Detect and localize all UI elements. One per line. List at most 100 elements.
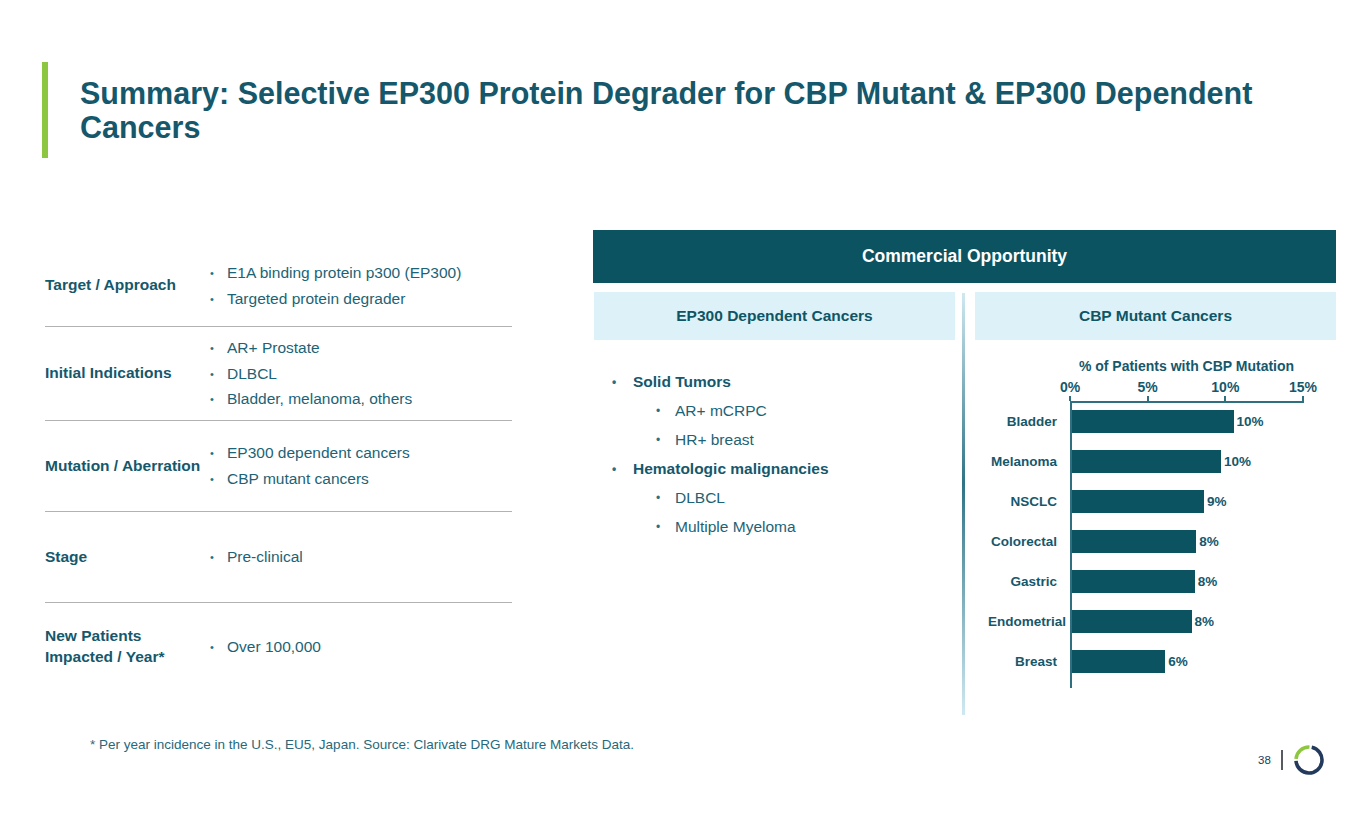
chart-bar — [1072, 410, 1234, 433]
x-tick-mark — [1147, 396, 1149, 401]
chart-bar-row: Endometrial 8% — [988, 601, 1333, 641]
chart-bar-wrap: 10% — [1072, 450, 1251, 473]
x-axis-line — [1070, 401, 1304, 403]
bullet-icon: • — [210, 468, 227, 490]
cbp-mutant-cancers-header: CBP Mutant Cancers — [975, 292, 1336, 340]
chart-value-label: 8% — [1195, 614, 1215, 629]
cbp-mutation-chart: % of Patients with CBP Mutation 0%5%10%1… — [988, 358, 1333, 681]
list-sub-item: •Multiple Myeloma — [656, 517, 957, 538]
chart-category-label: Endometrial — [988, 614, 1064, 629]
fact-row-label: Mutation / Aberration — [45, 421, 210, 511]
page-footer: 38 — [1258, 744, 1325, 776]
bullet-text: E1A binding protein p300 (EP300) — [227, 262, 461, 284]
list-group-text: Solid Tumors — [633, 372, 731, 393]
x-tick-label: 0% — [1060, 379, 1080, 395]
bullet-icon: • — [210, 262, 227, 284]
fact-row-label: Stage — [45, 512, 210, 602]
chart-bar — [1072, 650, 1165, 673]
commercial-opportunity-header: Commercial Opportunity — [593, 230, 1336, 283]
chart-value-label: 8% — [1199, 534, 1219, 549]
chart-category-label: Colorectal — [988, 534, 1064, 549]
chart-category-label: Bladder — [988, 414, 1064, 429]
chart-bar — [1072, 530, 1196, 553]
bullet-icon: • — [210, 442, 227, 464]
bullet-item: •DLBCL — [210, 363, 512, 385]
fact-row: Stage•Pre-clinical — [45, 511, 512, 602]
bullet-item: •Pre-clinical — [210, 546, 512, 568]
list-sub-text: Multiple Myeloma — [675, 517, 796, 538]
bullet-item: •Over 100,000 — [210, 636, 512, 658]
footnote: * Per year incidence in the U.S., EU5, J… — [90, 737, 634, 752]
fact-row: Mutation / Aberration•EP300 dependent ca… — [45, 420, 512, 511]
company-logo-icon — [1293, 744, 1325, 776]
x-tick-mark — [1302, 396, 1304, 401]
page-number: 38 — [1258, 754, 1271, 766]
bullet-text: Over 100,000 — [227, 636, 321, 658]
bullet-icon: • — [210, 363, 227, 385]
chart-bar-row: Bladder 10% — [988, 401, 1333, 441]
bullet-icon: • — [210, 337, 227, 359]
chart-category-label: Gastric — [988, 574, 1064, 589]
bullet-text: EP300 dependent cancers — [227, 442, 410, 464]
fact-row: Target / Approach•E1A binding protein p3… — [45, 245, 512, 326]
chart-bar-wrap: 10% — [1072, 410, 1264, 433]
chart-value-label: 10% — [1224, 454, 1251, 469]
bullet-item: •Targeted protein degrader — [210, 288, 512, 310]
bullet-text: AR+ Prostate — [227, 337, 320, 359]
chart-bar-row: Gastric 8% — [988, 561, 1333, 601]
chart-bar — [1072, 610, 1192, 633]
chart-bar-row: NSCLC9% — [988, 481, 1333, 521]
fact-row-bullets: •Over 100,000 — [210, 603, 512, 690]
x-tick-mark — [1224, 396, 1226, 401]
x-tick-mark — [1069, 396, 1071, 401]
list-sub-text: HR+ breast — [675, 430, 754, 451]
fact-row: New Patients Impacted / Year*•Over 100,0… — [45, 602, 512, 690]
chart-bar — [1072, 570, 1195, 593]
fact-row-bullets: •AR+ Prostate•DLBCL•Bladder, melanoma, o… — [210, 327, 512, 420]
x-tick-label: 10% — [1211, 379, 1239, 395]
bullet-icon: • — [210, 288, 227, 310]
fact-row-bullets: •EP300 dependent cancers •CBP mutant canc… — [210, 421, 512, 511]
bullet-icon: • — [656, 517, 675, 538]
fact-row-label: Target / Approach — [45, 245, 210, 326]
bullet-item: •CBP mutant cancers — [210, 468, 512, 490]
bullet-icon: • — [656, 401, 675, 422]
chart-bar-wrap: 6% — [1072, 650, 1188, 673]
fact-row-label: New Patients Impacted / Year* — [45, 603, 210, 690]
fact-table: Target / Approach•E1A binding protein p3… — [45, 245, 512, 690]
column-divider — [962, 293, 965, 715]
slide: Summary: Selective EP300 Protein Degrade… — [0, 0, 1365, 829]
list-group-text: Hematologic malignancies — [633, 459, 829, 480]
chart-value-label: 10% — [1237, 414, 1264, 429]
chart-bar-row: Colorectal 8% — [988, 521, 1333, 561]
x-tick-label: 15% — [1289, 379, 1317, 395]
bullet-item: •EP300 dependent cancers — [210, 442, 512, 464]
chart-bar-row: Breast 6% — [988, 641, 1333, 681]
fact-row: Initial Indications•AR+ Prostate•DLBCL•B… — [45, 326, 512, 420]
bullet-item: •Bladder, melanoma, others — [210, 388, 512, 410]
bullet-icon: • — [210, 546, 227, 568]
fact-row-bullets: •E1A binding protein p300 (EP300) •Target… — [210, 245, 512, 326]
chart-plot-area: Bladder10%Melanoma10%NSCLC9%Colorectal8%… — [988, 401, 1333, 681]
commercial-opportunity-title: Commercial Opportunity — [862, 246, 1067, 267]
page-title: Summary: Selective EP300 Protein Degrade… — [80, 76, 1255, 144]
bullet-text: DLBCL — [227, 363, 277, 385]
chart-category-label: Breast — [988, 654, 1064, 669]
footer-divider — [1281, 750, 1283, 770]
title-accent-bar — [42, 62, 48, 158]
y-axis-line — [1070, 401, 1072, 688]
fact-row-label: Initial Indications — [45, 327, 210, 420]
list-sub-text: AR+ mCRPC — [675, 401, 767, 422]
bullet-text: Bladder, melanoma, others — [227, 388, 412, 410]
list-sub-item: •AR+ mCRPC — [656, 401, 957, 422]
list-sub-item: •HR+ breast — [656, 430, 957, 451]
list-group-label: •Solid Tumors — [612, 372, 957, 393]
bullet-item: •E1A binding protein p300 (EP300) — [210, 262, 512, 284]
list-sub-item: •DLBCL — [656, 488, 957, 509]
chart-title: % of Patients with CBP Mutation — [1070, 358, 1303, 374]
bullet-icon: • — [656, 430, 675, 451]
chart-bar — [1072, 450, 1221, 473]
bullet-icon: • — [612, 372, 633, 393]
chart-bar-wrap: 8% — [1072, 610, 1214, 633]
chart-bar-wrap: 8% — [1072, 570, 1217, 593]
